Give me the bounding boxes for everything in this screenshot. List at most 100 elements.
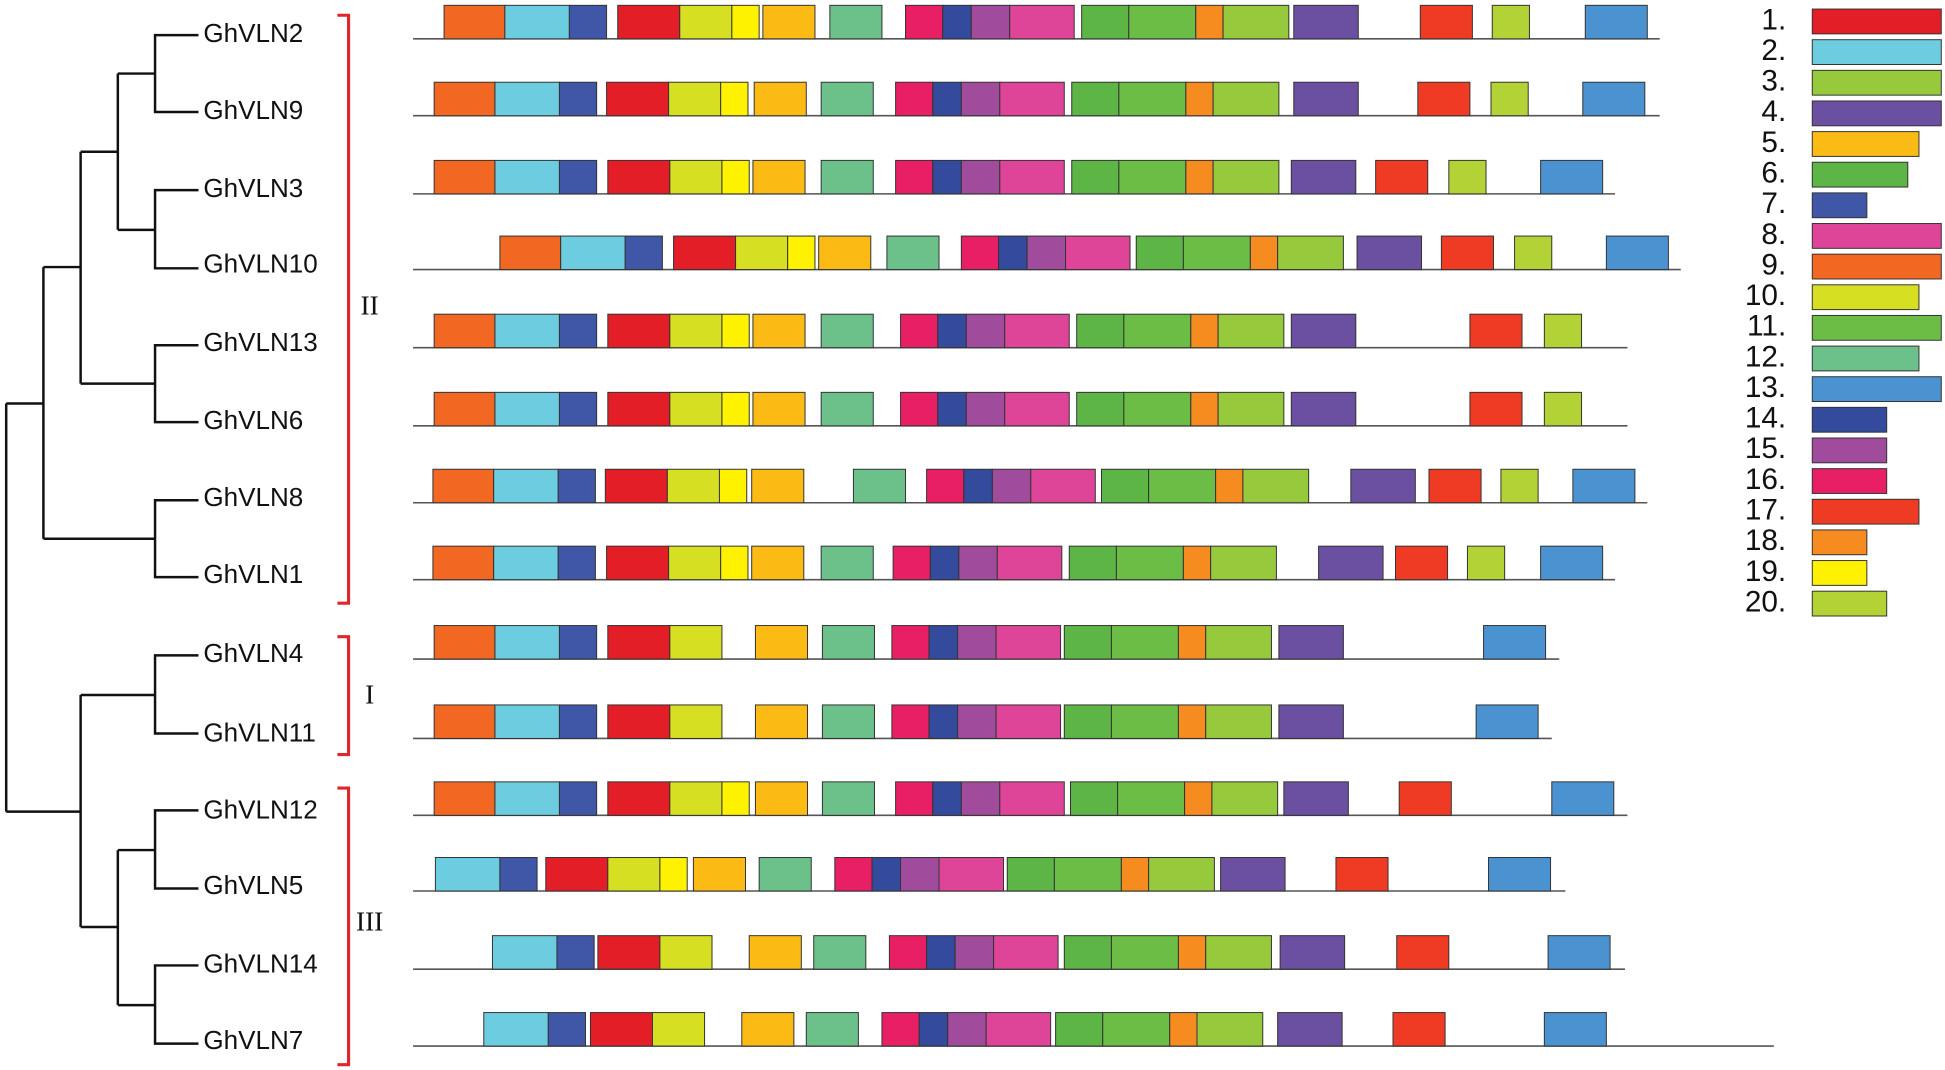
motif-box <box>926 935 956 970</box>
legend-number: 5. <box>1761 126 1786 159</box>
motif-box <box>669 391 723 427</box>
legend-number: 6. <box>1761 157 1786 190</box>
motif-box <box>1500 468 1539 504</box>
motif-box <box>589 1012 653 1047</box>
motif-box <box>932 159 962 195</box>
motif-box <box>1118 159 1187 195</box>
motif-box <box>1177 704 1207 739</box>
motif-box <box>433 313 496 349</box>
motif-box <box>1102 1012 1171 1047</box>
motif-box <box>762 4 816 40</box>
motif-box <box>1076 391 1125 427</box>
motif-box <box>834 857 873 892</box>
motif-box <box>918 1012 949 1047</box>
motif-box <box>905 4 944 40</box>
motif-box <box>494 313 560 349</box>
motif-box <box>1543 313 1583 349</box>
motif-box <box>669 313 723 349</box>
motif-box <box>852 468 907 504</box>
motif-box <box>1205 625 1272 660</box>
motif-box <box>886 235 940 271</box>
motif-box <box>1417 81 1471 117</box>
motif-box <box>1190 313 1219 349</box>
motif-box <box>558 704 598 739</box>
motif-box <box>751 545 805 581</box>
motif-box <box>669 625 723 660</box>
motif-box <box>900 857 940 892</box>
motif-box <box>965 313 1006 349</box>
motif-box <box>604 468 668 504</box>
motif-box <box>666 468 720 504</box>
legend-swatch <box>1811 69 1942 96</box>
motif-box <box>991 468 1032 504</box>
motif-box <box>1584 4 1648 40</box>
legend-number: 2. <box>1761 34 1786 67</box>
motif-box <box>1068 545 1117 581</box>
motif-box <box>607 781 671 816</box>
motif-box <box>1184 781 1213 816</box>
motif-box <box>493 468 559 504</box>
motif-box <box>558 781 598 816</box>
motif-box <box>1277 235 1344 271</box>
gene-label: GhVLN10 <box>203 249 317 279</box>
motif-box <box>1205 704 1272 739</box>
motif-box <box>932 81 962 117</box>
motif-box <box>1222 4 1290 40</box>
motif-box <box>1335 857 1389 892</box>
motif-box <box>432 468 495 504</box>
motif-box <box>1076 313 1125 349</box>
motif-box <box>958 545 998 581</box>
motif-box <box>1182 235 1251 271</box>
clade-bracket <box>337 786 351 1067</box>
gene-label: GhVLN8 <box>203 482 303 512</box>
gene-label: GhVLN9 <box>203 95 303 125</box>
legend-number: 13. <box>1745 371 1786 404</box>
motif-box <box>607 625 671 660</box>
legend-swatch <box>1811 192 1868 219</box>
motif-box <box>433 391 496 427</box>
motif-box <box>557 468 596 504</box>
motif-box <box>985 1012 1052 1047</box>
legend-number: 16. <box>1745 463 1786 496</box>
motif-box <box>669 704 723 739</box>
motif-box <box>787 235 816 271</box>
gene-label: GhVLN3 <box>203 173 303 203</box>
motif-box <box>752 391 806 427</box>
motif-box <box>1009 4 1075 40</box>
motif-box <box>607 704 671 739</box>
motif-box <box>963 468 993 504</box>
motif-box <box>995 625 1062 660</box>
motif-box <box>1540 545 1604 581</box>
legend-swatch <box>1811 345 1920 372</box>
motif-box <box>1392 1012 1446 1047</box>
motif-box <box>1065 235 1131 271</box>
motif-box <box>1491 4 1530 40</box>
motif-box <box>947 1012 987 1047</box>
motif-box <box>1483 625 1547 660</box>
motif-box <box>960 781 1001 816</box>
motif-box <box>494 159 560 195</box>
legend-number: 9. <box>1761 248 1786 281</box>
motif-box <box>1210 545 1277 581</box>
motif-box <box>821 625 876 660</box>
legend-swatch <box>1811 39 1942 65</box>
clade-label: I <box>365 680 374 710</box>
motif-box <box>606 545 670 581</box>
motif-box <box>928 704 959 739</box>
motif-box <box>668 545 722 581</box>
legend-number: 14. <box>1745 402 1786 435</box>
legend-swatch <box>1811 498 1920 525</box>
motif-box <box>1148 857 1215 892</box>
motif-box <box>1277 1012 1343 1047</box>
legend-swatch <box>1811 253 1942 280</box>
legend-swatch <box>1811 284 1920 311</box>
legend-number: 8. <box>1761 218 1786 251</box>
motif-box <box>1063 935 1112 970</box>
motif-box <box>820 545 874 581</box>
motif-box <box>1547 935 1611 970</box>
motif-box <box>820 391 874 427</box>
gene-label: GhVLN2 <box>203 18 303 48</box>
motif-box <box>494 625 560 660</box>
motif-box <box>1120 857 1150 892</box>
motif-box <box>1419 4 1473 40</box>
